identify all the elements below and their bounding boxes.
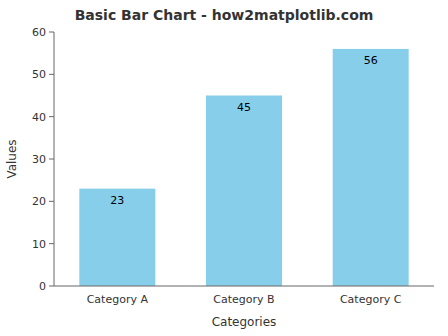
bar	[79, 189, 155, 286]
data-label: 45	[237, 101, 251, 114]
y-tick	[49, 286, 54, 287]
data-label: 23	[110, 194, 124, 207]
y-tick-label: 20	[32, 195, 46, 208]
bars	[79, 49, 408, 286]
x-tick-label: Category C	[340, 293, 402, 306]
data-label: 56	[364, 54, 378, 67]
y-tick-label: 50	[32, 68, 46, 81]
y-tick-label: 10	[32, 238, 46, 251]
y-tick-label: 30	[32, 153, 46, 166]
y-tick	[49, 159, 54, 160]
x-axis-label: Categories	[212, 315, 277, 329]
y-tick	[49, 116, 54, 117]
y-tick	[49, 74, 54, 75]
bar	[333, 49, 409, 286]
y-tick-label: 60	[32, 26, 46, 39]
y-tick	[49, 32, 54, 33]
chart-container: Basic Bar Chart - how2matplotlib.com 0 10 2…	[0, 0, 448, 336]
x-tick-label: Category B	[213, 293, 274, 306]
x-tick-label: Category A	[87, 293, 149, 306]
title: Basic Bar Chart - how2matplotlib.com	[75, 7, 374, 23]
y-tick-label: 0	[39, 280, 46, 293]
y-tick	[49, 201, 54, 202]
x-axis-line	[54, 286, 434, 287]
chart-svg: Basic Bar Chart - how2matplotlib.com 0 10 2…	[0, 0, 448, 336]
y-tick-label: 40	[32, 111, 46, 124]
bar	[206, 96, 282, 287]
y-axis-label: Values	[5, 139, 19, 178]
y-tick	[49, 243, 54, 244]
y-axis-line	[54, 32, 55, 286]
